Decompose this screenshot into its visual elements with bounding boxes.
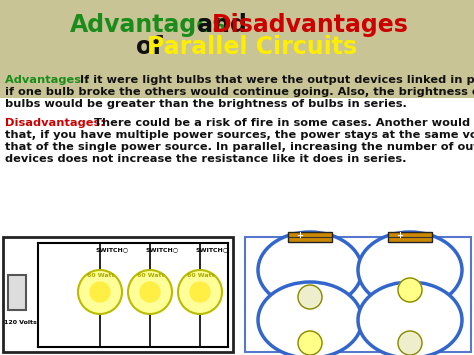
Circle shape [298, 331, 322, 355]
FancyBboxPatch shape [0, 0, 474, 98]
Text: +: + [396, 230, 403, 240]
Text: bulbs would be greater than the brightness of bulbs in series.: bulbs would be greater than the brightne… [5, 99, 407, 109]
Text: SWITCH○: SWITCH○ [196, 247, 229, 252]
Text: Parallel Circuits: Parallel Circuits [146, 35, 357, 59]
FancyBboxPatch shape [388, 232, 432, 242]
Circle shape [398, 278, 422, 302]
Text: There could be a risk of fire in some cases. Another would be: There could be a risk of fire in some ca… [86, 118, 474, 128]
FancyBboxPatch shape [8, 275, 26, 310]
Text: that, if you have multiple power sources, the power stays at the same voltage as: that, if you have multiple power sources… [5, 130, 474, 140]
Ellipse shape [258, 282, 362, 355]
Text: Advantages: Advantages [70, 13, 228, 37]
Ellipse shape [358, 232, 462, 308]
Text: SWITCH○: SWITCH○ [146, 247, 179, 252]
Text: if one bulb broke the others would continue going. Also, the brightness of the: if one bulb broke the others would conti… [5, 87, 474, 97]
Circle shape [90, 282, 110, 302]
Text: of: of [136, 35, 171, 59]
Text: SWITCH○: SWITCH○ [96, 247, 129, 252]
Circle shape [128, 270, 172, 314]
Ellipse shape [258, 232, 362, 308]
Circle shape [178, 270, 222, 314]
Ellipse shape [358, 282, 462, 355]
Text: Advantages :: Advantages : [5, 75, 94, 85]
Text: Disadvantages:: Disadvantages: [5, 118, 105, 128]
FancyBboxPatch shape [245, 237, 471, 352]
Circle shape [298, 285, 322, 309]
Text: Disadvantages: Disadvantages [212, 13, 409, 37]
Text: If it were light bulbs that were the output devices linked in parallel,: If it were light bulbs that were the out… [81, 75, 474, 85]
Circle shape [140, 282, 160, 302]
Circle shape [190, 282, 210, 302]
Text: 60 Watt: 60 Watt [137, 273, 164, 278]
Text: 60 Watt: 60 Watt [87, 273, 115, 278]
FancyBboxPatch shape [288, 232, 332, 242]
Circle shape [78, 270, 122, 314]
Text: that of the single power source. In parallel, increasing the number of output: that of the single power source. In para… [5, 142, 474, 152]
Text: 120 Volts: 120 Volts [4, 320, 37, 325]
Text: 60 Watt: 60 Watt [187, 273, 215, 278]
Circle shape [398, 331, 422, 355]
Text: devices does not increase the resistance like it does in series.: devices does not increase the resistance… [5, 154, 407, 164]
Text: and: and [189, 13, 255, 37]
Text: +: + [297, 230, 303, 240]
FancyBboxPatch shape [3, 237, 233, 352]
